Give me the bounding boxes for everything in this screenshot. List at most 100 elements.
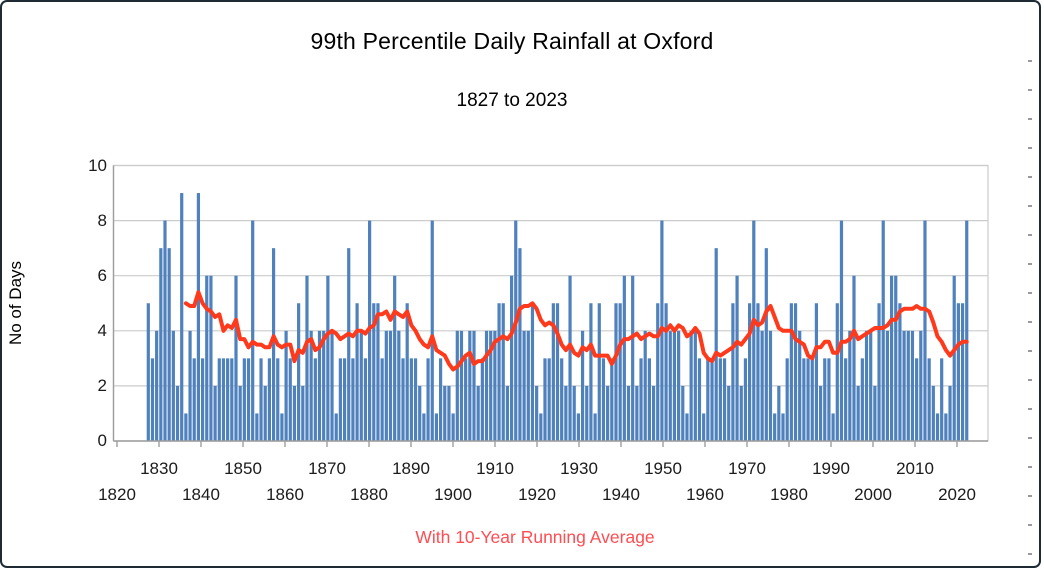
bar-1915 [514,220,518,441]
bar-1958 [693,330,697,441]
bar-1912 [501,303,505,441]
x-tick-label: 1960 [686,485,724,504]
bar-1882 [376,303,380,441]
running-average-line [183,290,969,372]
y-tick-label: 0 [97,431,107,450]
bar-1974 [760,330,764,441]
bar-1899 [447,385,451,441]
bar-1894 [426,358,430,441]
x-tick-label: 1840 [182,485,220,504]
bar-1944 [635,385,639,441]
bar-1871 [330,330,334,441]
bar-1965 [722,358,727,441]
bar-1936 [601,358,606,441]
bar-1947 [647,358,651,441]
bar-1962 [710,358,714,441]
x-tick-label: 2020 [938,485,976,504]
bar-1937 [606,385,610,441]
bar-1969 [739,385,743,441]
bar-2020 [952,275,956,441]
bar-1979 [781,413,785,441]
bar-1830 [159,248,163,441]
bar-1959 [697,358,702,441]
bar-1970 [743,358,748,441]
bar-1985 [806,358,810,441]
bar-1836 [184,413,188,441]
bar-1898 [443,385,447,441]
bar-1939 [614,303,618,441]
bar-1913 [505,385,510,441]
bar-1838 [192,358,196,441]
bar-1893 [422,413,426,441]
bar-1966 [727,385,731,441]
bar-1955 [681,385,685,441]
bar-1923 [547,358,551,441]
bar-1967 [731,303,735,441]
x-tick-label: 1980 [770,485,808,504]
bar-1875 [347,248,351,441]
bar-1918 [526,330,530,441]
bar-1977 [773,413,777,441]
bar-1907 [480,358,484,441]
bar-1874 [342,358,347,441]
bar-1847 [230,358,234,441]
bar-1997 [856,385,860,441]
bar-1839 [196,193,201,441]
y-tick-label: 10 [88,155,107,175]
x-tick-label: 1930 [560,459,598,478]
bar-1984 [802,358,806,441]
x-tick-label: 1990 [812,459,850,478]
bar-1926 [560,358,564,441]
bar-1879 [363,358,368,441]
bar-1905 [472,330,476,441]
bar-2011 [915,358,919,441]
bar-1942 [626,385,631,441]
bar-2000 [869,330,873,441]
bar-1854 [259,358,263,441]
bar-1834 [175,385,180,441]
bar-1867 [313,358,317,441]
x-tick-label: 1900 [434,485,472,504]
x-tick-label: 2000 [854,485,892,504]
bar-1930 [576,413,580,441]
bar-1895 [430,220,434,441]
bar-1956 [685,413,689,441]
bar-1919 [530,303,535,441]
bar-1846 [226,358,230,441]
bar-1933 [589,303,593,441]
bar-1980 [785,358,789,441]
bar-1929 [572,385,576,441]
bar-1884 [384,330,388,441]
bar-1991 [831,413,835,441]
bar-1878 [359,330,363,441]
x-tick-label: 1920 [518,485,556,504]
bar-1861 [288,358,292,441]
y-tick-label: 2 [97,375,107,395]
bar-1857 [271,248,276,441]
bar-1992 [835,303,839,441]
bar-1917 [522,330,526,441]
bar-1946 [643,330,647,441]
bar-1896 [434,413,439,441]
bar-1987 [814,303,819,441]
bar-1993 [839,220,844,441]
bar-1829 [155,330,159,441]
y-tick-label: 8 [97,210,107,230]
bar-1835 [180,193,184,441]
bar-1949 [656,303,660,441]
x-tick-label: 1970 [728,459,766,478]
bar-1892 [418,385,422,441]
bar-1843 [213,385,217,441]
running-average-caption: With 10-Year Running Average [415,527,655,547]
bar-1870 [326,275,330,441]
bar-1873 [338,358,342,441]
bar-1832 [167,248,171,441]
bar-1981 [789,303,793,441]
bar-1975 [764,248,768,441]
bar-1943 [631,275,635,441]
bar-2023 [965,220,969,441]
bar-1941 [622,275,626,441]
bar-1860 [284,330,288,441]
bar-1876 [351,358,355,441]
